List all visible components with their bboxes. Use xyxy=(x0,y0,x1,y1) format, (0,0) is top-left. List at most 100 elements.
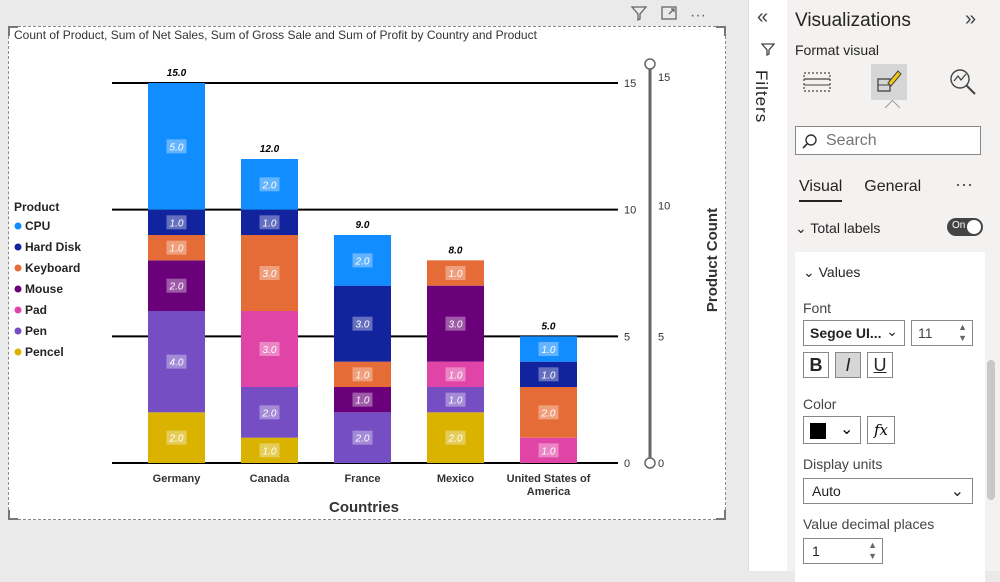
data-label: 5.0 xyxy=(170,142,184,153)
chevron-down-icon: ⌄ xyxy=(886,323,898,339)
bar-segment xyxy=(334,235,391,286)
bar-segment xyxy=(334,361,391,387)
font-size-stepper[interactable]: 11 ▲ ▼ xyxy=(911,320,973,346)
legend-marker xyxy=(14,285,22,293)
pane-scrollbar[interactable] xyxy=(987,360,995,500)
focus-mode-icon[interactable] xyxy=(660,4,678,27)
bold-button[interactable]: B xyxy=(803,352,829,378)
bar-segment xyxy=(148,311,205,413)
legend-marker xyxy=(14,348,22,356)
data-label-bg xyxy=(538,405,559,420)
x-tick-label: Germany xyxy=(153,473,202,485)
legend-marker xyxy=(14,222,22,230)
total-label: 12.0 xyxy=(260,144,280,155)
format-paintbrush-icon xyxy=(877,70,902,92)
total-labels-toggle[interactable]: On xyxy=(947,218,983,236)
report-canvas: ··· Count of Product, Sum of Net Sales, … xyxy=(8,4,726,520)
chevron-down-icon: ⌄ xyxy=(803,264,815,280)
display-units-value: Auto xyxy=(812,483,841,499)
range-slider-handle[interactable] xyxy=(644,457,656,469)
data-label: 1.0 xyxy=(449,370,463,381)
bar-segment xyxy=(148,83,205,210)
bar-segment xyxy=(334,285,391,362)
total-labels-row[interactable]: ⌄ Total labels On xyxy=(795,218,985,240)
filters-pane[interactable]: « Filters xyxy=(748,0,788,571)
total-label: 15.0 xyxy=(167,68,187,79)
tab-general[interactable]: General xyxy=(864,178,922,195)
tab-pointer xyxy=(884,99,901,116)
resize-handle[interactable] xyxy=(716,510,726,520)
filters-label[interactable]: Filters xyxy=(752,70,771,124)
data-label-bg xyxy=(166,278,187,293)
legend-item: Pen xyxy=(25,324,47,338)
display-units-dropdown[interactable]: Auto ⌄ xyxy=(803,478,973,504)
color-label: Color xyxy=(803,396,837,412)
x-tick-label: Canada xyxy=(250,473,291,485)
bar-segment xyxy=(334,412,391,463)
data-label-bg xyxy=(259,342,280,356)
data-label-bg xyxy=(352,316,373,331)
data-label: 1.0 xyxy=(449,269,463,280)
more-options-icon[interactable]: ··· xyxy=(690,6,706,24)
decimal-places-stepper[interactable]: 1 ▲ ▼ xyxy=(803,538,883,564)
build-visual-icon xyxy=(803,72,831,92)
data-label: 3.0 xyxy=(449,320,463,331)
x-tick-label: Mexico xyxy=(437,473,475,485)
build-visual-tab[interactable] xyxy=(799,64,835,100)
visualizations-pane: Visualizations » Format visual Visual Ge… xyxy=(787,0,1000,582)
data-label: 1.0 xyxy=(542,370,556,381)
resize-handle[interactable] xyxy=(8,510,18,520)
legend-marker xyxy=(14,264,22,272)
format-visual-tab[interactable] xyxy=(871,64,907,100)
bar-segment xyxy=(148,209,205,235)
font-family-dropdown[interactable]: Segoe UI... ⌄ xyxy=(803,320,905,346)
search-box[interactable] xyxy=(795,126,981,155)
italic-button[interactable]: I xyxy=(835,352,861,378)
data-label: 2.0 xyxy=(169,434,184,445)
values-card: ⌄ Values Font Segoe UI... ⌄ 11 ▲ ▼ B I U … xyxy=(795,252,985,582)
y-tick-label: 0 xyxy=(624,458,630,470)
chevron-down-icon: ⌄ xyxy=(950,483,964,500)
data-label-bg xyxy=(445,392,466,407)
tab-visual[interactable]: Visual xyxy=(799,178,843,202)
legend-item: Keyboard xyxy=(25,261,80,275)
data-label-bg xyxy=(538,367,559,382)
data-label: 1.0 xyxy=(170,218,184,229)
resize-handle[interactable] xyxy=(8,26,18,36)
data-label-bg xyxy=(166,215,187,230)
values-section-header[interactable]: ⌄ Values xyxy=(803,264,860,281)
format-tabs xyxy=(795,62,985,116)
stepper-arrows-icon[interactable]: ▲ ▼ xyxy=(958,322,967,343)
data-label: 3.0 xyxy=(263,269,277,280)
y-tick-label: 15 xyxy=(624,78,636,90)
values-header-label: Values xyxy=(818,264,861,280)
decimal-places-value: 1 xyxy=(812,543,820,559)
data-label: 3.0 xyxy=(356,320,370,331)
underline-button[interactable]: U xyxy=(867,352,893,378)
font-family-value: Segoe UI... xyxy=(810,325,882,341)
data-label-bg xyxy=(259,443,280,458)
analytics-tab[interactable] xyxy=(945,64,981,100)
chevron-double-left-icon[interactable]: « xyxy=(757,6,769,28)
data-label: 1.0 xyxy=(542,446,556,457)
bar-segment xyxy=(520,361,577,387)
stepper-arrows-icon[interactable]: ▲ ▼ xyxy=(868,540,877,561)
data-label-bg xyxy=(538,443,559,458)
bar-segment xyxy=(520,336,577,362)
data-label: 1.0 xyxy=(263,218,277,229)
resize-handle[interactable] xyxy=(716,26,726,36)
chevron-double-right-icon[interactable]: » xyxy=(965,8,977,30)
data-label: 2.0 xyxy=(355,256,370,267)
bar-segment xyxy=(427,260,484,286)
filter-icon[interactable] xyxy=(630,4,648,27)
legend-marker xyxy=(14,243,22,251)
color-picker[interactable]: ⌄ xyxy=(803,416,861,444)
bar-segment xyxy=(241,311,298,387)
conditional-format-fx-button[interactable]: fx xyxy=(867,416,895,444)
more-options-icon[interactable]: ··· xyxy=(955,174,973,194)
data-label-bg xyxy=(259,266,280,280)
range-slider-handle[interactable] xyxy=(644,58,656,70)
search-input[interactable] xyxy=(824,130,978,151)
legend-item: Pencel xyxy=(25,345,64,359)
legend-marker xyxy=(14,327,22,335)
